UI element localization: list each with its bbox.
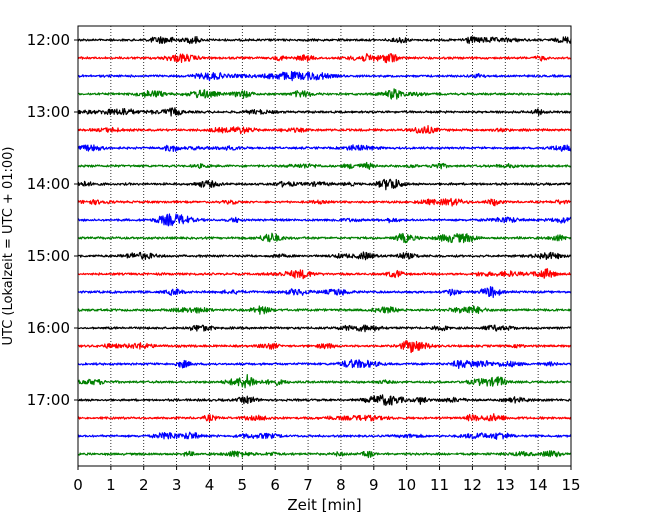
- x-tick-label: 15: [561, 476, 580, 494]
- seismic-trace-5: [77, 107, 572, 117]
- seismic-trace-13: [77, 251, 572, 261]
- seismic-trace-22: [77, 413, 572, 423]
- seismic-traces: [77, 36, 572, 459]
- y-tick-label: 13:00: [27, 103, 70, 121]
- y-tick-label: 15:00: [27, 247, 70, 265]
- y-tick-label: 17:00: [27, 391, 70, 409]
- x-tick-label: 4: [205, 476, 215, 494]
- seismic-trace-16: [77, 305, 572, 315]
- seismic-trace-7: [77, 144, 572, 152]
- x-tick-label: 11: [430, 476, 449, 494]
- seismic-trace-20: [77, 374, 572, 389]
- seismic-trace-4: [77, 88, 572, 100]
- seismic-trace-2: [77, 53, 572, 64]
- x-tick-label: 8: [336, 476, 346, 494]
- seismic-trace-17: [77, 324, 572, 333]
- seismic-trace-10: [77, 197, 572, 207]
- seismic-trace-6: [77, 124, 572, 135]
- x-tick-label: 1: [106, 476, 116, 494]
- seismic-trace-19: [77, 359, 572, 370]
- seismic-trace-1: [77, 36, 572, 45]
- vertical-grid: [110, 26, 539, 466]
- seismic-trace-15: [77, 286, 572, 299]
- seismic-trace-18: [77, 339, 572, 354]
- x-axis-ticks: 0 1 2 3 4 5 6 7 8 9 10 11 12 13 14 15: [73, 466, 581, 494]
- x-tick-label: 3: [172, 476, 182, 494]
- y-tick-label: 14:00: [27, 175, 70, 193]
- seismic-trace-8: [77, 161, 572, 170]
- seismic-trace-9: [77, 178, 572, 191]
- plot-frame: [77, 25, 572, 467]
- x-tick-label: 9: [369, 476, 379, 494]
- seismic-trace-21: [77, 394, 572, 407]
- x-tick-label: 7: [303, 476, 313, 494]
- seismic-trace-12: [77, 232, 572, 244]
- seismic-trace-3: [77, 70, 572, 82]
- x-tick-label: 12: [463, 476, 482, 494]
- x-tick-label: 0: [73, 476, 83, 494]
- x-tick-label: 10: [397, 476, 416, 494]
- seismic-trace-23: [77, 431, 572, 440]
- y-tick-label: 12:00: [27, 31, 70, 49]
- x-tick-label: 13: [496, 476, 515, 494]
- seismic-trace-14: [77, 268, 572, 280]
- seismic-trace-11: [77, 213, 572, 227]
- x-tick-label: 5: [238, 476, 248, 494]
- y-tick-label: 16:00: [27, 319, 70, 337]
- x-tick-label: 6: [270, 476, 280, 494]
- x-tick-label: 2: [139, 476, 149, 494]
- x-tick-label: 14: [529, 476, 548, 494]
- x-axis-label: Zeit [min]: [287, 496, 361, 514]
- y-axis-label: UTC (Lokalzeit = UTC + 01:00): [1, 147, 16, 346]
- seismic-trace-24: [77, 450, 572, 459]
- y-axis-ticks: 12:00 13:00 14:00 15:00 16:00 17:00: [27, 31, 78, 409]
